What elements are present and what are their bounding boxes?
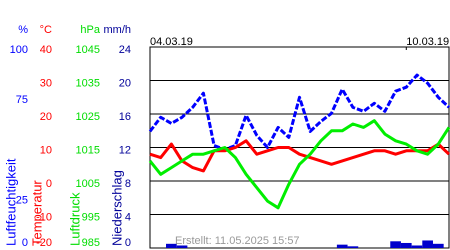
precip-bar bbox=[390, 241, 401, 248]
y-tick-label: 1015 bbox=[76, 144, 100, 156]
y-tick-label: 100 bbox=[10, 44, 28, 56]
series-line bbox=[148, 73, 450, 151]
precip-bar bbox=[400, 242, 412, 248]
y-tick-label: 985 bbox=[82, 237, 100, 249]
precip-bar bbox=[432, 243, 444, 248]
x-tick-label: 04.03.19 bbox=[150, 36, 193, 48]
x-tick-label: 10.03.19 bbox=[406, 36, 449, 48]
y-tick-label: 30 bbox=[40, 77, 52, 89]
precip-bar bbox=[347, 246, 359, 248]
y-tick-label: 1035 bbox=[76, 77, 100, 89]
precip-bar bbox=[176, 245, 188, 248]
y-tick-label: -10 bbox=[36, 211, 52, 223]
y-tick-label: 995 bbox=[82, 211, 100, 223]
axis-unit: °C bbox=[40, 24, 52, 36]
axis-title: Temperatur bbox=[29, 180, 44, 246]
y-tick-label: 8 bbox=[125, 178, 131, 190]
precip-bar bbox=[166, 243, 177, 248]
y-tick-label: -20 bbox=[36, 237, 52, 249]
axis-unit: % bbox=[18, 24, 28, 36]
y-tick-label: 20 bbox=[119, 77, 131, 89]
precip-bar bbox=[411, 245, 423, 248]
y-tick-label: 75 bbox=[16, 94, 28, 106]
y-tick-label: 10 bbox=[40, 144, 52, 156]
y-tick-label: 0 bbox=[125, 237, 131, 249]
axis-unit: mm/h bbox=[104, 24, 132, 36]
axis-title: Niederschlag bbox=[109, 170, 124, 246]
y-tick-label: 1045 bbox=[76, 44, 100, 56]
y-tick-label: 16 bbox=[119, 111, 131, 123]
y-tick-label: 20 bbox=[40, 111, 52, 123]
y-tick-label: 1025 bbox=[76, 111, 100, 123]
y-tick-label: 0 bbox=[22, 237, 28, 249]
y-tick-label: 24 bbox=[119, 44, 131, 56]
precip-bar bbox=[336, 244, 348, 248]
y-tick-label: 25 bbox=[16, 195, 28, 207]
y-tick-label: 0 bbox=[46, 178, 52, 190]
y-tick-label: 4 bbox=[125, 211, 131, 223]
footer: Erstellt: 11.05.2025 15:57 bbox=[175, 235, 300, 247]
y-tick-label: 12 bbox=[119, 144, 131, 156]
series-line bbox=[149, 139, 450, 173]
series-line bbox=[148, 119, 450, 210]
y-tick-label: 40 bbox=[40, 44, 52, 56]
axis-unit: hPa bbox=[80, 24, 100, 36]
y-tick-label: 1005 bbox=[76, 178, 100, 190]
axis-title: Luftdruck bbox=[67, 192, 82, 246]
precip-bar bbox=[422, 240, 433, 248]
axis-title: Luftfeuchtigkeit bbox=[3, 158, 18, 246]
